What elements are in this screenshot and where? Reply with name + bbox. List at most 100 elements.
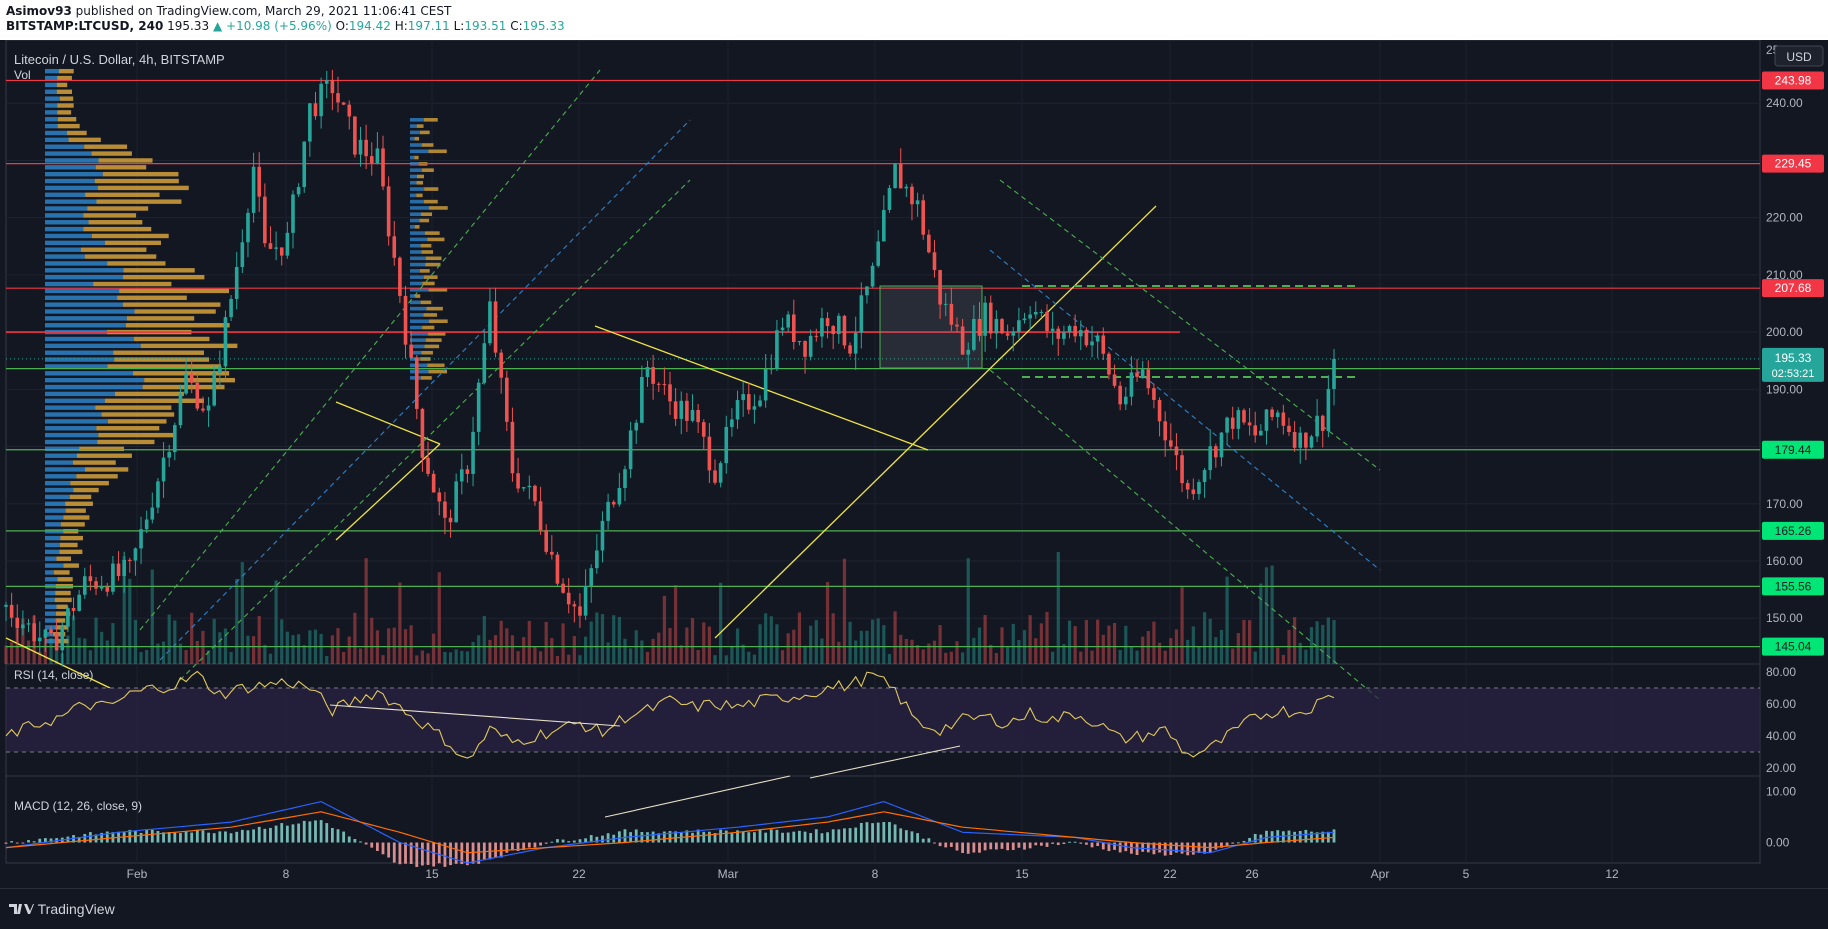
volume-bar <box>178 643 183 664</box>
profile-bar-sell <box>76 474 118 479</box>
candle-body <box>1000 319 1004 334</box>
profile-bar-buy <box>45 130 67 136</box>
volume-bar <box>173 620 177 664</box>
resistance-price-badge <box>1762 154 1824 173</box>
macd-histogram-bar <box>814 829 818 843</box>
consolidation-box <box>879 285 983 369</box>
volume-bar <box>600 614 605 664</box>
time-tick-label: 8 <box>872 867 879 881</box>
macd-histogram-bar <box>781 832 784 843</box>
candle-body <box>313 103 318 117</box>
candle-body <box>77 594 81 611</box>
channel-line <box>159 119 691 661</box>
profile-bar-buy <box>410 287 429 292</box>
profile-bar-buy <box>45 220 89 225</box>
macd-histogram-bar <box>285 825 289 843</box>
profile-bar-sell <box>72 460 116 465</box>
volume-bar <box>1152 621 1156 664</box>
volume-bar <box>1247 620 1252 664</box>
macd-histogram-bar <box>190 832 194 843</box>
volume-bar <box>640 640 644 664</box>
macd-histogram-bar <box>257 826 261 843</box>
macd-histogram-bar <box>212 833 216 843</box>
candle-body <box>324 80 329 84</box>
currency-button[interactable]: USD <box>1774 45 1824 67</box>
candle-body <box>49 629 53 634</box>
macd-histogram-bar <box>1180 842 1184 854</box>
macd-histogram-bar <box>173 832 177 843</box>
candle-body <box>257 166 262 197</box>
macd-histogram-bar <box>381 842 385 855</box>
support-price-badge <box>1762 577 1824 596</box>
profile-bar-sell <box>98 432 174 438</box>
candle-body <box>679 400 684 419</box>
volume-bar <box>910 639 914 664</box>
profile-bar-sell <box>107 261 166 266</box>
candle-body <box>960 326 965 355</box>
volume-bar <box>674 585 678 664</box>
volume-bar <box>358 648 363 664</box>
symbol-name[interactable]: BITSTAMP:LTCUSD, 240 <box>6 19 164 33</box>
time-axis: Feb 8 15 22 Mar 8 15 22 26 Apr 5 12 <box>127 867 1619 881</box>
price-change: ▲ +10.98 (+5.96%) <box>212 19 332 33</box>
candle-body <box>1298 432 1303 448</box>
profile-bar-buy <box>410 237 428 242</box>
candle-body <box>414 357 419 409</box>
chart-canvas[interactable]: 150.00160.00170.00180.00190.00200.00210.… <box>0 40 1828 888</box>
candle-body <box>21 624 25 629</box>
profile-bar-buy <box>410 344 425 349</box>
macd-histogram-bar <box>876 822 880 843</box>
candle-body <box>915 200 920 205</box>
profile-bar-buy <box>410 313 424 317</box>
profile-bar-buy <box>410 155 415 160</box>
time-tick-label: 15 <box>425 867 439 881</box>
profile-bar-buy <box>410 193 417 198</box>
candle-body <box>465 469 470 474</box>
volume-bar <box>1141 636 1145 664</box>
volume-bar <box>448 652 453 664</box>
profile-bar-buy <box>45 556 57 561</box>
candle-body <box>589 568 594 586</box>
candle-body <box>955 324 959 327</box>
macd-tick-label: 10.00 <box>1766 784 1796 798</box>
candle-body <box>201 408 205 411</box>
macd-histogram-bar <box>1000 842 1004 849</box>
candle-body <box>707 436 712 471</box>
profile-bar-sell <box>83 226 152 232</box>
candle-body <box>1264 409 1269 431</box>
macd-histogram-bar <box>736 830 739 843</box>
macd-histogram-bar <box>1045 842 1049 847</box>
candle-body <box>229 298 233 318</box>
candle-body <box>724 426 729 464</box>
macd-histogram-bar <box>370 842 374 848</box>
macd-histogram-bar <box>432 842 436 867</box>
profile-bar-sell <box>88 220 143 225</box>
candle-body <box>218 366 222 373</box>
macd-histogram-bar <box>184 831 188 843</box>
profile-bar-sell <box>421 143 434 147</box>
macd-histogram-bar <box>769 829 773 843</box>
macd-histogram-bar <box>347 836 351 843</box>
volume-bar <box>1326 617 1330 664</box>
volume-bars <box>4 552 1336 664</box>
macd-histogram-bar <box>1253 833 1257 843</box>
rsi-tick-label: 20.00 <box>1766 761 1796 775</box>
candle-body <box>797 341 802 343</box>
profile-bar-buy <box>45 206 88 211</box>
profile-bar-sell <box>55 590 71 596</box>
profile-bar-buy <box>410 206 429 210</box>
tradingview-logo[interactable]: TradingView <box>8 901 115 917</box>
profile-bar-sell <box>419 130 430 135</box>
candle-body <box>246 212 250 243</box>
profile-bar-buy <box>45 357 115 362</box>
author-name[interactable]: Asimov93 <box>6 4 72 18</box>
macd-histogram-bar <box>1079 842 1083 844</box>
profile-bar-buy <box>45 563 64 568</box>
candle-body <box>454 481 458 523</box>
profile-bar-sell <box>417 174 425 179</box>
volume-bar <box>1006 647 1010 664</box>
volume-bar <box>567 654 571 664</box>
volume-profile <box>45 68 448 644</box>
volume-bar <box>690 618 695 664</box>
volume-bar <box>499 620 503 664</box>
